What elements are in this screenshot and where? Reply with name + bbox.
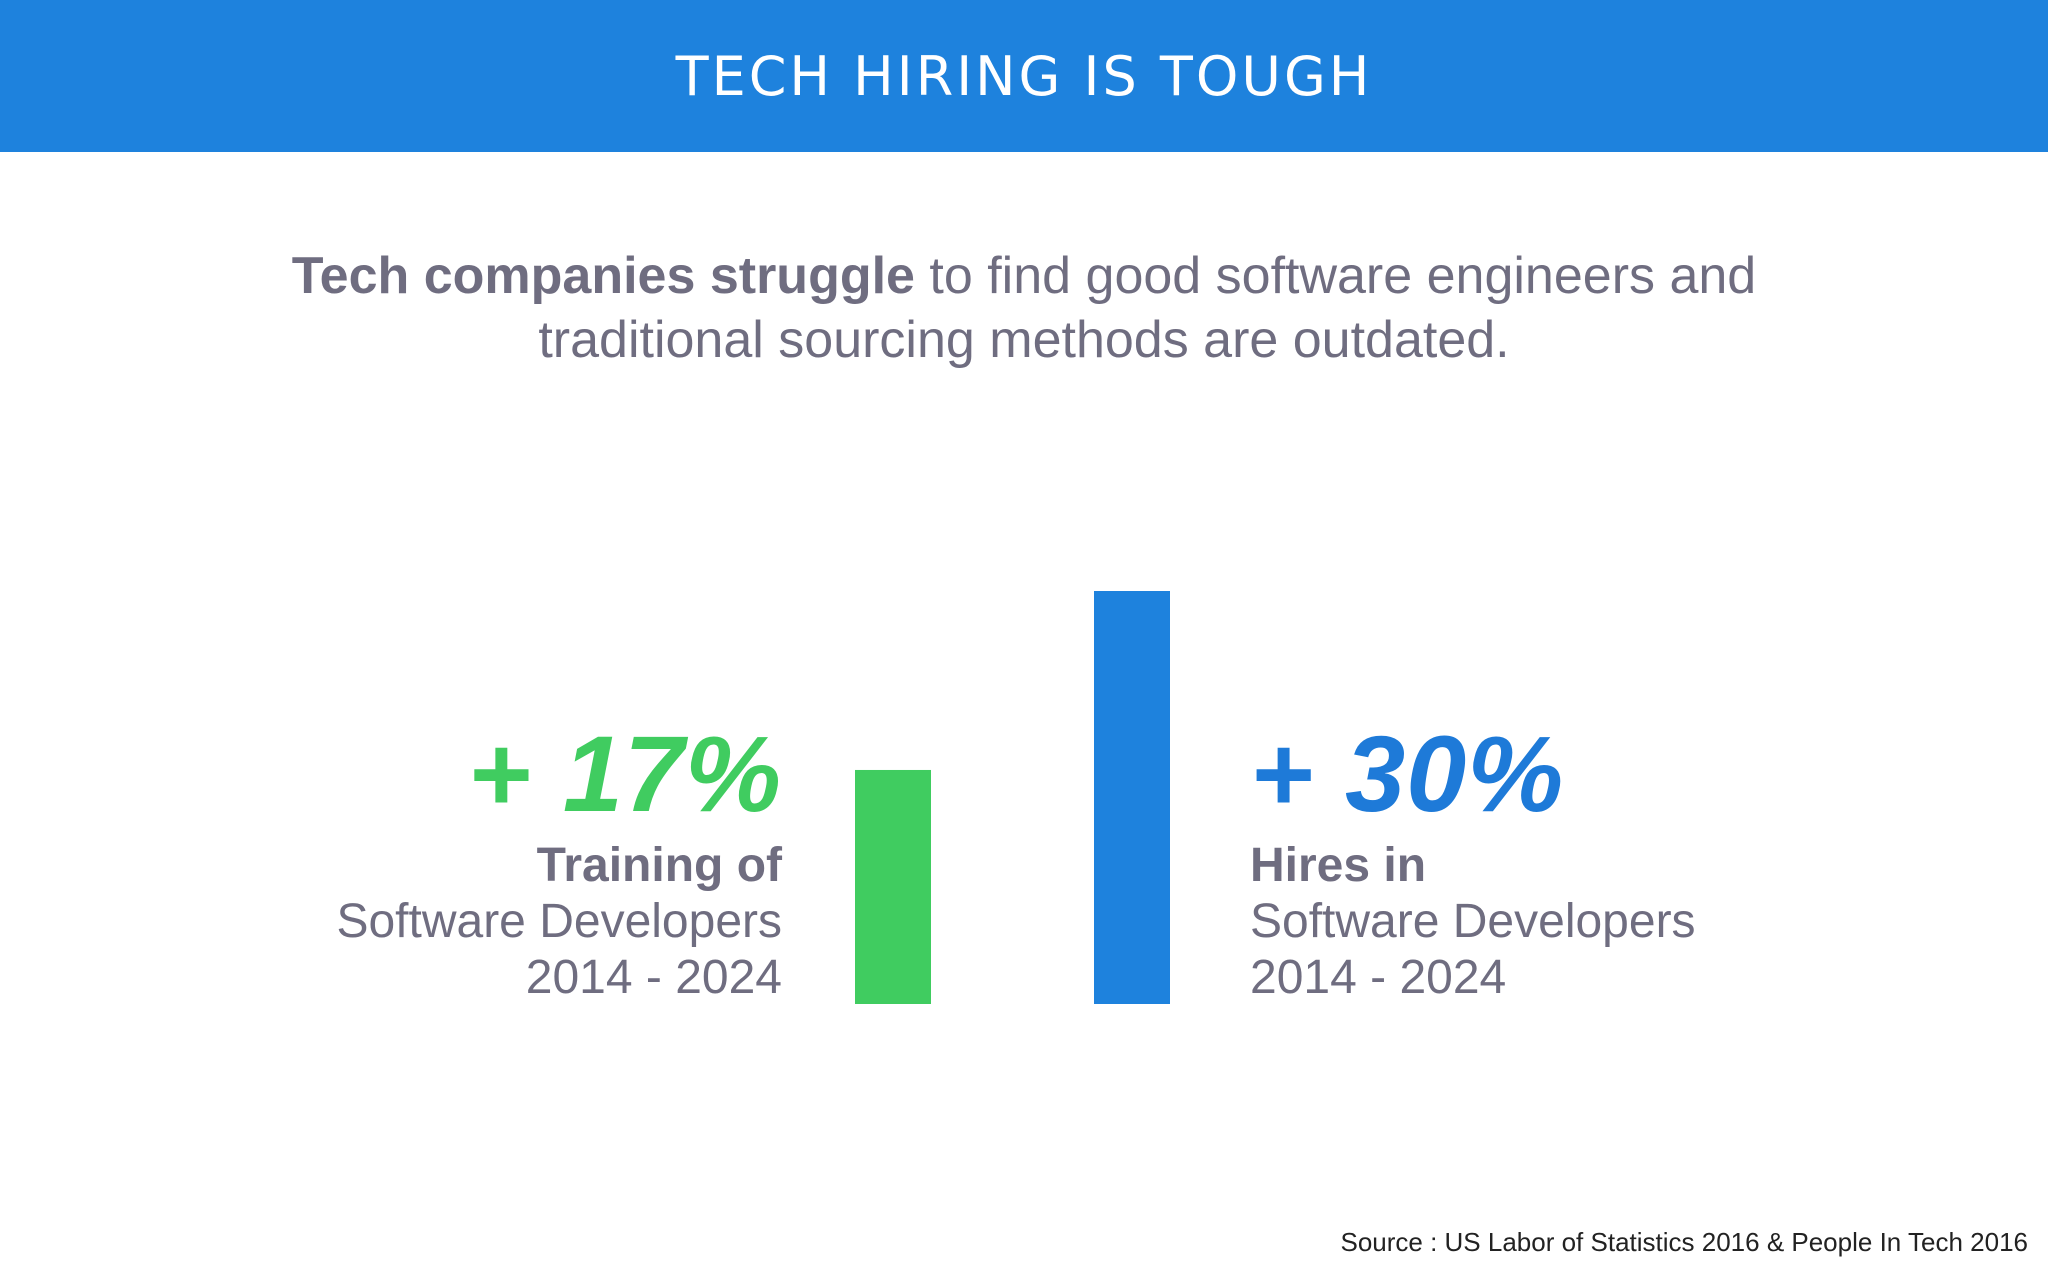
stat-hires: + 30% Hires in Software Developers 2014 … [1250, 716, 1696, 1006]
subtitle-line-1: Tech companies struggle to find good sof… [200, 244, 1848, 308]
page-title: TECH HIRING IS TOUGH [675, 44, 1373, 108]
header-bar: TECH HIRING IS TOUGH [0, 0, 2048, 152]
stat-training: + 17% Training of Software Developers 20… [336, 716, 782, 1006]
stat-hires-subject: Software Developers [1250, 895, 1696, 948]
stat-hires-label: Hires in [1250, 839, 1427, 892]
bar-hires [1094, 591, 1170, 1004]
bar-training [855, 769, 931, 1004]
stat-training-period: 2014 - 2024 [525, 951, 782, 1004]
stat-training-label: Training of [536, 839, 782, 892]
stat-hires-period: 2014 - 2024 [1250, 951, 1507, 1004]
subtitle-line-2: traditional sourcing methods are outdate… [538, 311, 1510, 369]
data-label-hires: + 30% [1250, 713, 1565, 834]
subtitle: Tech companies struggle to find good sof… [200, 244, 1848, 372]
subtitle-bold: Tech companies struggle [291, 247, 915, 305]
data-label-training: + 17% [467, 713, 782, 834]
source-note: Source : US Labor of Statistics 2016 & P… [1340, 1227, 2028, 1257]
stat-training-subject: Software Developers [336, 895, 782, 948]
subtitle-line-1-rest: to find good software engineers and [914, 247, 1757, 305]
